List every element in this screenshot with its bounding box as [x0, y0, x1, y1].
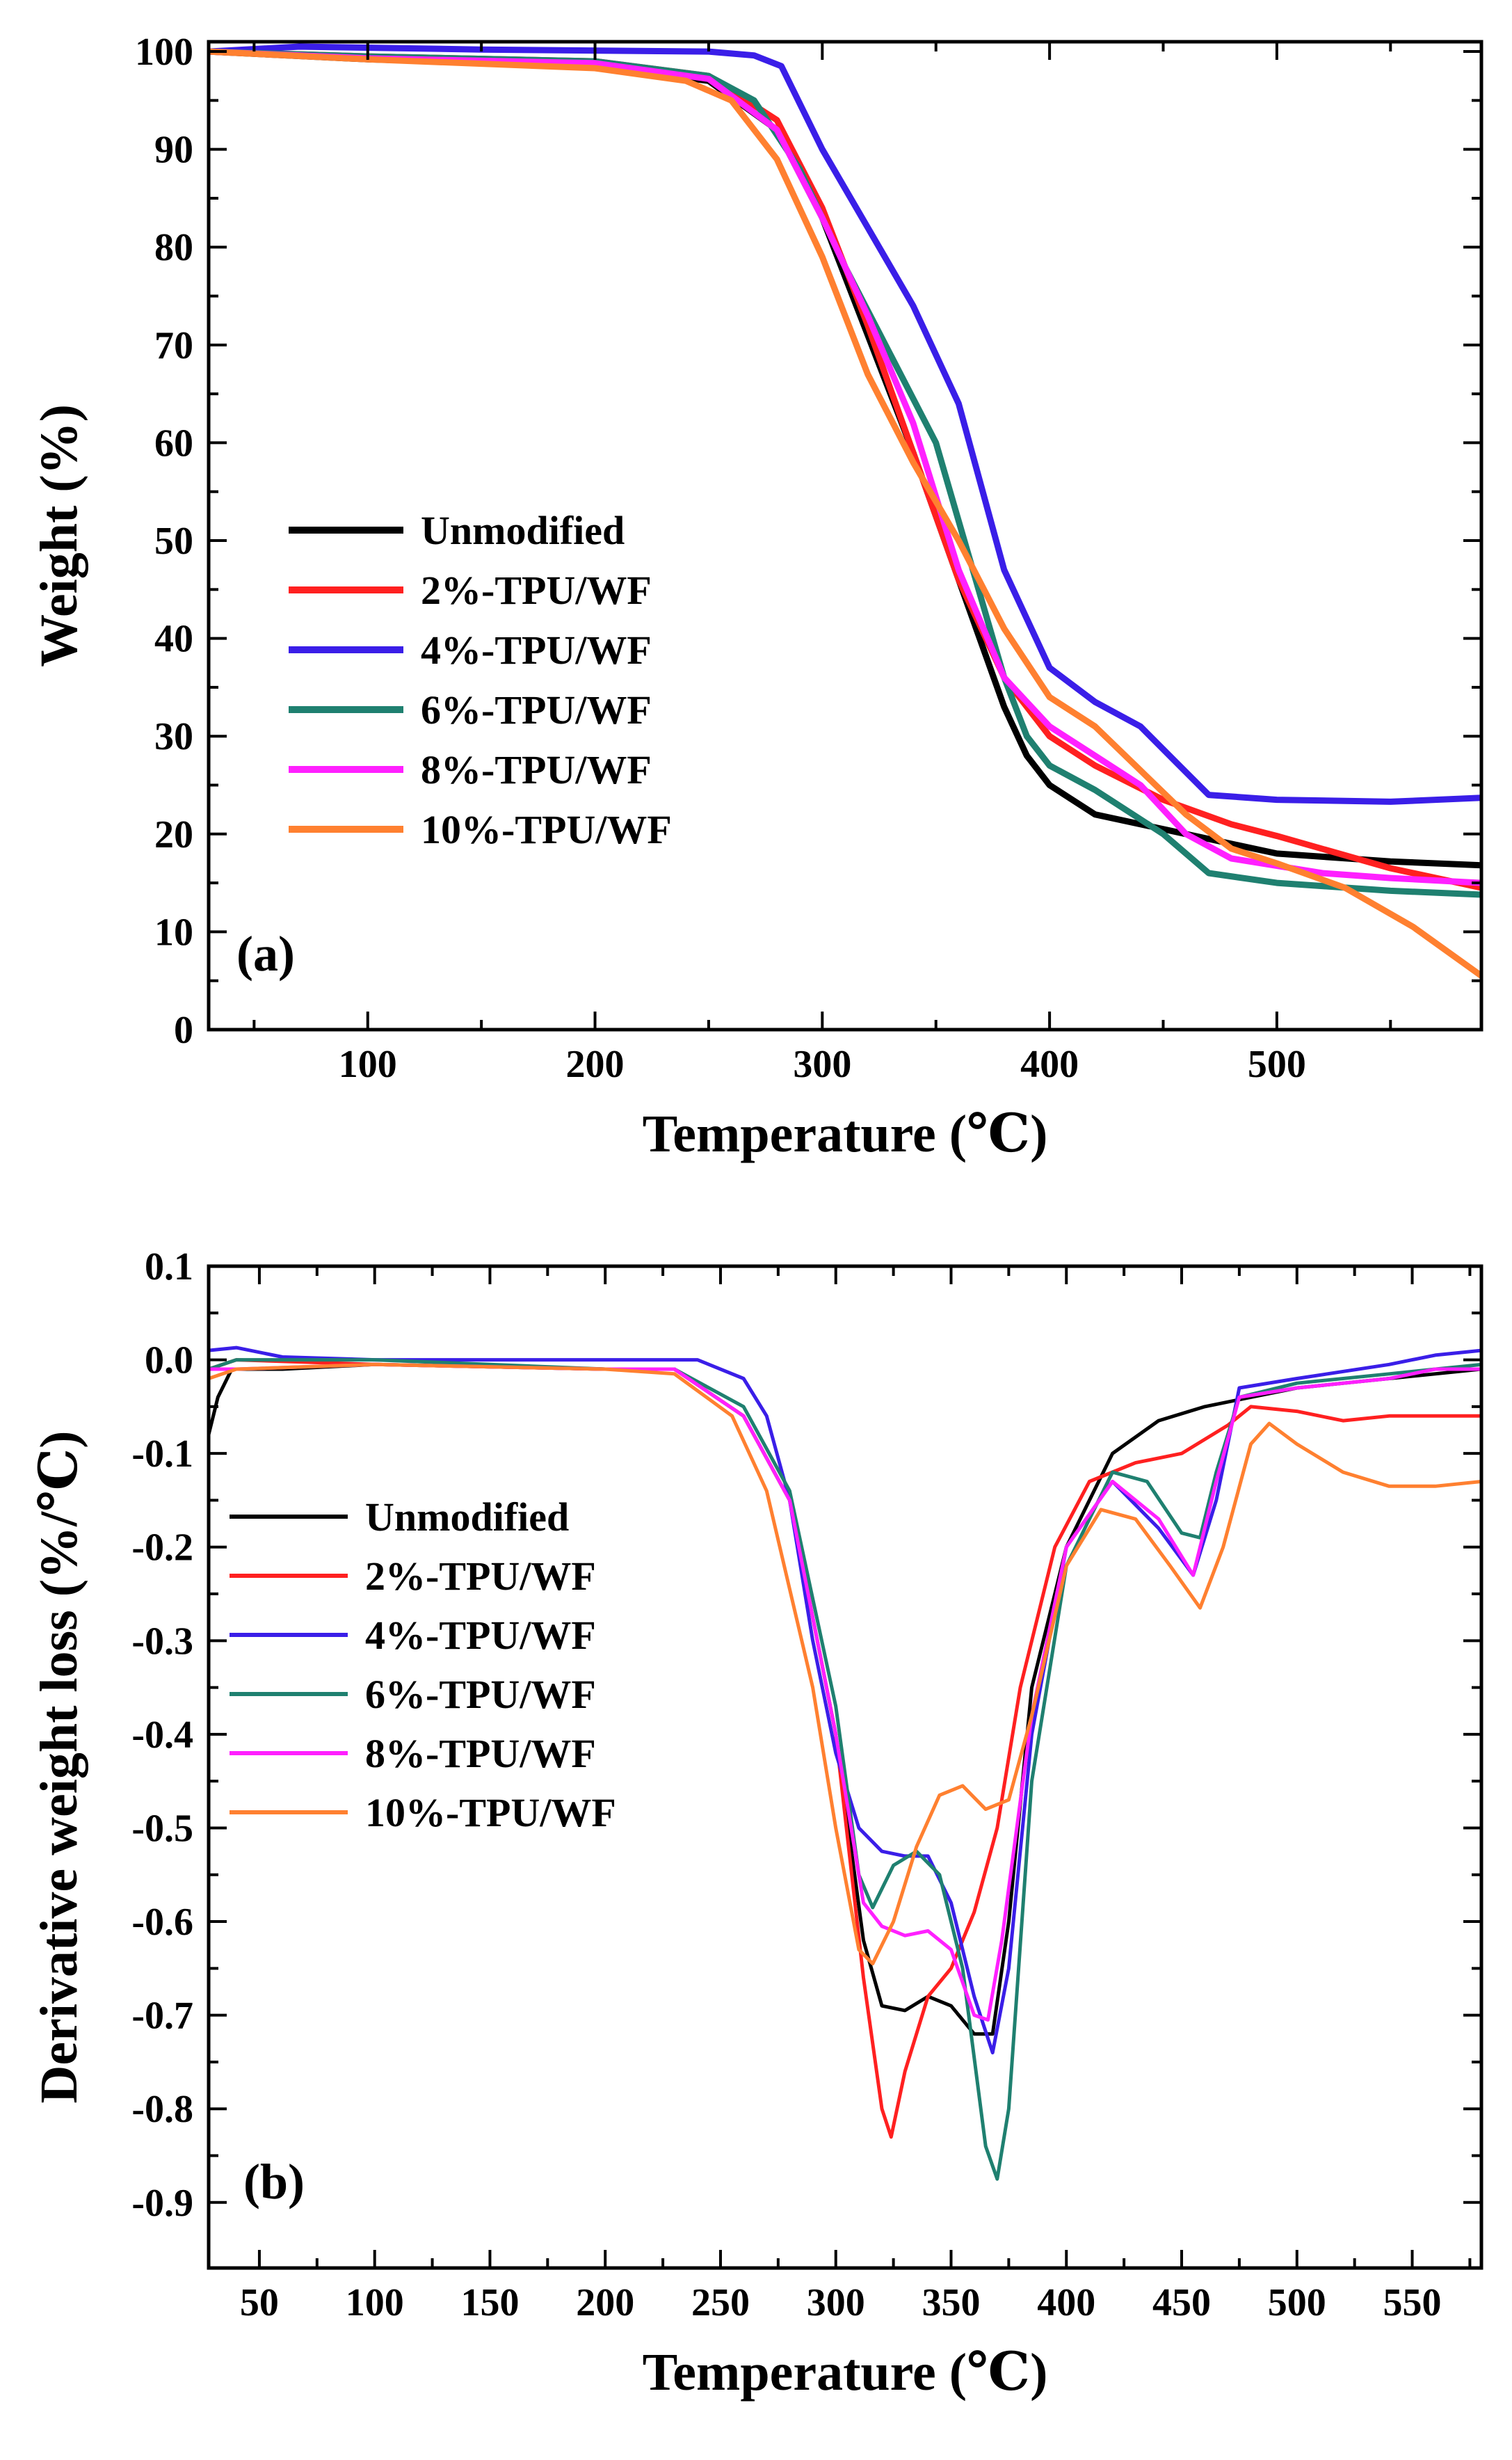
y-tick-label: 0.1 [145, 1245, 193, 1288]
y-tick-label: 0.0 [145, 1339, 193, 1382]
y-tick-label: 10 [154, 911, 193, 954]
x-tick-label: 250 [691, 2281, 750, 2324]
legend-entry: 8%-TPU/WF [365, 1731, 596, 1776]
x-axis-title: Temperature (℃) [643, 2343, 1048, 2402]
y-tick-label: 20 [154, 813, 193, 856]
y-tick-label: -0.4 [131, 1714, 193, 1757]
x-tick-label: 200 [566, 1043, 625, 1086]
panel-label: (a) [236, 926, 295, 982]
y-tick-label: 100 [135, 31, 193, 74]
panel-label: (b) [243, 2154, 305, 2210]
series-line-4-tpu-wf [209, 43, 1481, 805]
y-tick-label: -0.3 [131, 1620, 193, 1663]
y-tick-label: -0.7 [131, 1995, 193, 2038]
y-tick-label: -0.2 [131, 1526, 193, 1570]
x-tick-label: 550 [1383, 2281, 1442, 2324]
y-tick-label: -0.5 [131, 1807, 193, 1850]
legend-entry: 2%-TPU/WF [421, 568, 652, 613]
y-tick-label: 60 [154, 422, 193, 465]
series-line-10-tpu-wf [209, 1362, 1481, 1966]
y-tick-label: -0.8 [131, 2088, 193, 2131]
legend-entry: 2%-TPU/WF [365, 1554, 596, 1599]
x-tick-label: 500 [1268, 2281, 1326, 2324]
chart-panel-a: 100 200 300 400 500 0 10 20 30 40 50 60 70 80 90 100 Tem… [30, 31, 1483, 1163]
legend-entry: Unmodified [421, 508, 625, 553]
x-tick-label: 400 [1020, 1043, 1079, 1086]
x-tick-label: 100 [339, 1043, 397, 1086]
x-tick-label: 400 [1037, 2281, 1095, 2324]
y-tick-label: -0.1 [131, 1432, 193, 1476]
y-tick-label: -0.9 [131, 2182, 193, 2225]
y-tick-label: -0.6 [131, 1901, 193, 1944]
y-tick-label: 40 [154, 618, 193, 661]
plot-frame [207, 1264, 1483, 2270]
x-tick-label: 450 [1152, 2281, 1211, 2324]
x-tick-label: 350 [922, 2281, 981, 2324]
legend-entry: 4%-TPU/WF [421, 628, 652, 673]
y-tick-label: 70 [154, 324, 193, 367]
y-tick-label: 50 [154, 520, 193, 563]
series-line-8-tpu-wf [209, 48, 1481, 886]
plot-frame [207, 40, 1483, 1032]
y-axis-title: Weight (%) [30, 404, 88, 667]
y-axis-title: Derivative weight loss (%/℃) [30, 1431, 88, 2104]
chart-panel-b: 50 100 150 200 250 300 350 400 450 500 550 0.1 0.0 -0… [30, 1245, 1483, 2402]
series-group [209, 1345, 1481, 2181]
legend-entry: 10%-TPU/WF [421, 807, 672, 852]
x-tick-label: 50 [240, 2281, 279, 2324]
x-tick-label: 500 [1248, 1043, 1306, 1086]
legend-entry: 4%-TPU/WF [365, 1613, 596, 1658]
legend-entry: 6%-TPU/WF [365, 1672, 596, 1717]
series-line-8-tpu-wf [209, 1362, 1481, 2022]
series-line-10-tpu-wf [209, 48, 1481, 980]
legend: Unmodified 2%-TPU/WF 4%-TPU/WF 6%-TPU/WF 8%-… [230, 1494, 616, 1835]
y-tick-label: 0 [174, 1009, 193, 1052]
legend-entry: 10%-TPU/WF [365, 1790, 616, 1835]
x-axis-title: Temperature (℃) [643, 1105, 1048, 1163]
x-tick-label: 300 [793, 1043, 851, 1086]
x-tick-label: 150 [460, 2281, 519, 2324]
legend-entry: 6%-TPU/WF [421, 687, 652, 733]
legend-entry: Unmodified [365, 1494, 569, 1540]
y-tick-label: 90 [154, 129, 193, 172]
x-tick-label: 300 [807, 2281, 865, 2324]
legend: Unmodified 2%-TPU/WF 4%-TPU/WF 6%-TPU/WF 8%-… [289, 508, 672, 852]
legend-entry: 8%-TPU/WF [421, 747, 652, 792]
x-tick-label: 100 [346, 2281, 404, 2324]
y-tick-label: 80 [154, 226, 193, 269]
y-tick-label: 30 [154, 715, 193, 758]
series-group [209, 43, 1481, 980]
x-tick-label: 200 [576, 2281, 634, 2324]
